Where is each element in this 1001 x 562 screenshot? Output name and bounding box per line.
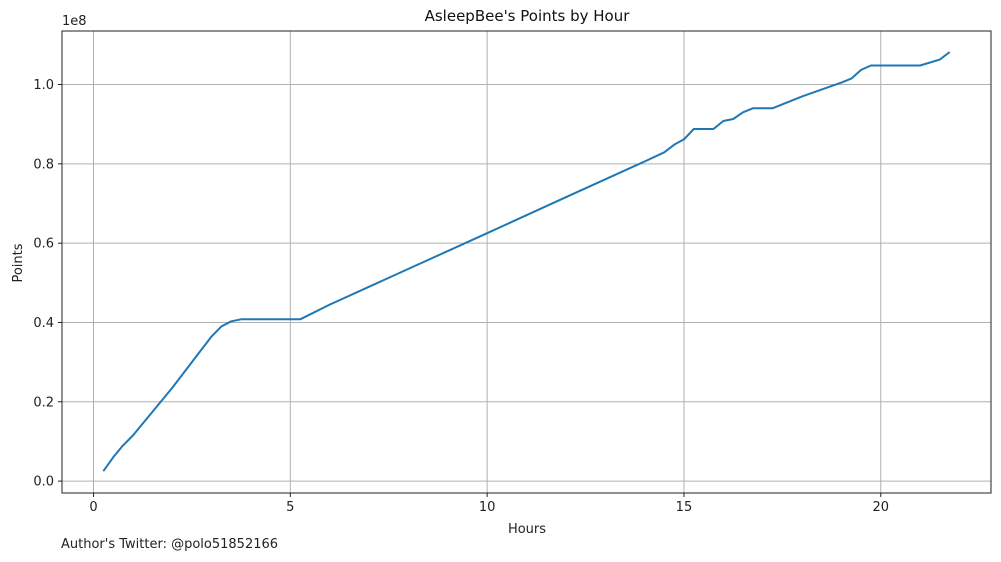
chart-title: AsleepBee's Points by Hour: [425, 7, 631, 25]
y-tick-label: 0.8: [33, 157, 54, 172]
y-axis-offset-label: 1e8: [62, 14, 87, 29]
y-tick-label: 0.0: [33, 475, 54, 490]
grid: [62, 31, 991, 493]
x-tick-label: 5: [286, 500, 294, 515]
x-tick-label: 15: [676, 500, 693, 515]
axis-ticks: 0 5 10 15 20 0.0 0.2 0.4 0.6 0.8 1.0: [33, 78, 889, 515]
author-footer: Author's Twitter: @polo51852166: [61, 537, 279, 552]
x-tick-label: 10: [479, 500, 496, 515]
x-tick-label: 0: [89, 500, 97, 515]
x-axis-label: Hours: [508, 522, 546, 537]
series-layer: [102, 51, 951, 472]
y-tick-label: 0.4: [33, 316, 54, 331]
y-tick-label: 1.0: [33, 78, 54, 93]
y-tick-label: 0.2: [33, 395, 54, 410]
x-tick-label: 20: [873, 500, 890, 515]
plot-frame: [61, 30, 992, 494]
y-axis-label: Points: [11, 243, 26, 282]
y-tick-label: 0.6: [33, 237, 54, 252]
series-line: [102, 51, 951, 472]
